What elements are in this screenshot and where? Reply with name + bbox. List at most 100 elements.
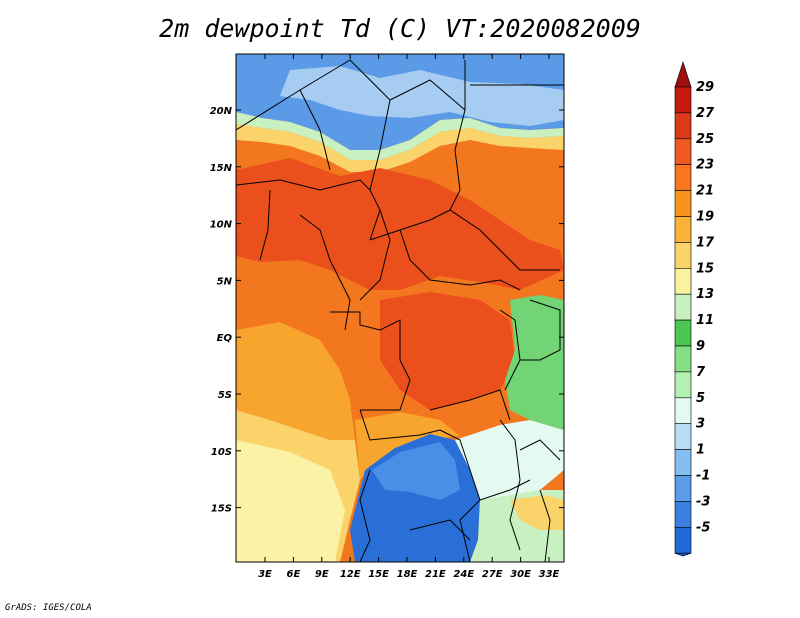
colorbar-swatch <box>674 112 692 140</box>
country-borders <box>236 59 564 562</box>
colorbar-label: 13 <box>696 287 714 302</box>
longitude-ticks: 3E 6E 9E 12E 15E 18E 21E 24E 27E 30E 33E <box>258 54 560 580</box>
colorbar-swatch <box>674 371 692 399</box>
kalahari-light <box>372 442 460 500</box>
plot-frame <box>235 53 565 563</box>
colorbar-swatch <box>674 423 692 450</box>
colorbar-swatch <box>674 501 692 528</box>
colorbar-swatch <box>674 86 692 114</box>
colorbar-swatch <box>674 267 692 295</box>
west-africa-core <box>236 158 564 290</box>
lat-label: 10N <box>210 220 233 231</box>
east-africa-green <box>505 295 564 430</box>
colorbar-label: 3 <box>696 417 705 432</box>
colorbar-label: 29 <box>696 80 714 95</box>
gulf-amber <box>236 322 355 440</box>
congo-core <box>380 292 515 410</box>
lat-label: 20N <box>210 106 233 117</box>
colorbar-label: 23 <box>696 158 714 173</box>
colorbar-label: 19 <box>696 210 714 225</box>
colorbar-swatch <box>674 138 692 166</box>
colorbar-swatch <box>674 397 692 424</box>
border-line <box>360 359 411 411</box>
colorbar-swatch <box>674 164 692 191</box>
border-line <box>259 189 271 261</box>
colorbar: 29 27 25 23 21 19 17 15 13 11 9 7 5 3 1 -1 -3 -5 <box>674 61 715 557</box>
colorbar-swatch <box>674 526 692 554</box>
border-line <box>499 309 521 391</box>
colorbar-cap-bottom <box>674 552 692 557</box>
border-line <box>359 409 441 441</box>
border-line <box>389 79 466 111</box>
colorbar-label: -1 <box>696 469 710 484</box>
border-line <box>519 439 561 461</box>
lon-label: 33E <box>539 569 560 580</box>
lat-label: 15S <box>211 504 232 515</box>
lon-label: 15E <box>368 569 389 580</box>
border-line <box>499 419 521 551</box>
colorbar-swatch <box>674 319 692 347</box>
lon-label: 27E <box>482 569 503 580</box>
sahel-transition-band <box>236 112 564 160</box>
border-line <box>479 479 531 501</box>
colorbar-label: 17 <box>696 235 715 250</box>
south-atlantic-pale <box>236 440 345 562</box>
map-title: 2m dewpoint Td (C) VT:2020082009 <box>159 14 641 43</box>
lon-label: 6E <box>287 569 301 580</box>
colorbar-swatch <box>674 345 692 373</box>
lon-label: 30E <box>510 569 531 580</box>
colorbar-swatch <box>674 475 692 502</box>
colorbar-swatch <box>674 216 692 243</box>
border-line <box>449 60 466 211</box>
colorbar-label: 9 <box>696 339 705 354</box>
colorbar-label: 21 <box>696 184 714 199</box>
colorbar-label: 1 <box>696 443 705 458</box>
lat-label: 5S <box>218 390 232 401</box>
colorbar-swatch <box>674 449 692 476</box>
lon-label: 24E <box>453 569 474 580</box>
grads-credit: GrADS: IGES/COLA <box>5 603 92 613</box>
border-line <box>399 229 521 291</box>
border-line <box>429 389 511 421</box>
border-line <box>409 519 471 541</box>
lat-label: 5N <box>217 276 233 287</box>
sahel-yellow-edge <box>236 124 564 172</box>
border-line <box>330 311 401 360</box>
border-line <box>369 209 560 271</box>
lat-label: 10S <box>211 447 232 458</box>
angola-amber <box>355 412 460 480</box>
lon-label: 21E <box>425 569 446 580</box>
border-line <box>359 209 391 301</box>
dewpoint-field <box>236 54 564 562</box>
colorbar-label: 15 <box>696 261 714 276</box>
border-line <box>299 214 331 261</box>
colorbar-label: -3 <box>696 494 710 509</box>
colorbar-swatch <box>674 190 692 217</box>
lat-label: 15N <box>210 163 233 174</box>
lon-label: 12E <box>340 569 361 580</box>
latitude-ticks: 20N 15N 10N 5N EQ 5S 10S 15S <box>210 106 564 515</box>
colorbar-cap-top <box>674 61 692 88</box>
lon-label: 3E <box>258 569 272 580</box>
border-line <box>439 429 481 562</box>
colorbar-swatch <box>674 293 692 321</box>
border-line <box>329 259 351 331</box>
border-line <box>299 89 331 171</box>
colorbar-label: 11 <box>696 313 714 328</box>
colorbar-label: 5 <box>696 391 705 406</box>
sahara-light-patch <box>280 66 564 126</box>
border-line <box>349 59 391 191</box>
colorbar-label: -5 <box>696 520 710 535</box>
lon-label: 9E <box>315 569 329 580</box>
colorbar-label: 7 <box>696 365 706 380</box>
colorbar-swatch <box>674 242 692 269</box>
border-line <box>539 489 551 562</box>
southeast-yellow-patch <box>510 495 564 530</box>
border-line <box>359 469 371 562</box>
border-line <box>520 299 561 361</box>
colorbar-label: 25 <box>696 132 714 147</box>
lat-label: EQ <box>217 333 233 344</box>
east-africa-pale <box>455 420 564 500</box>
lon-label: 18E <box>397 569 418 580</box>
